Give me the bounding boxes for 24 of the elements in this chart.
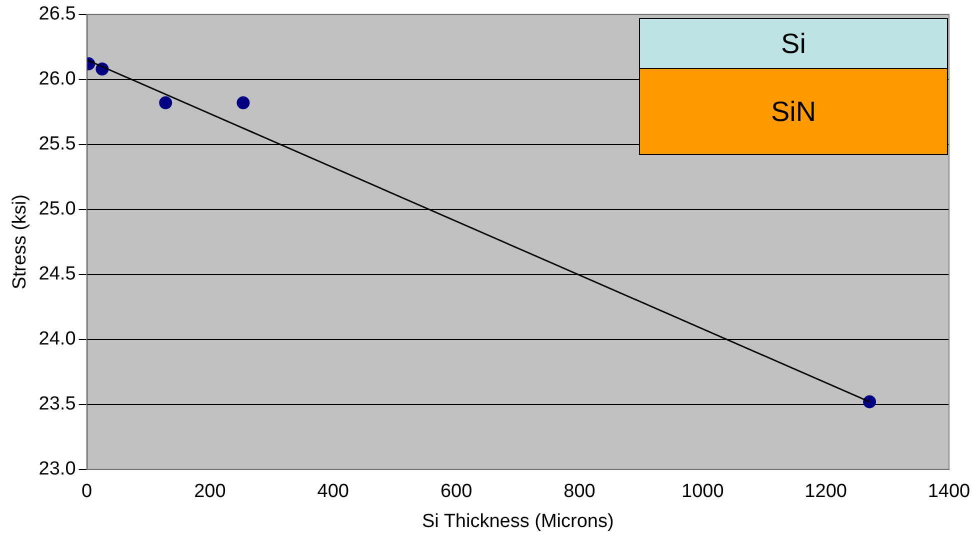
y-tick-label: 25.5 — [38, 134, 76, 155]
x-tick-label: 1000 — [682, 481, 724, 502]
x-tick-label: 1400 — [928, 481, 970, 502]
x-tick-label: 0 — [81, 481, 92, 502]
y-tick-label: 26.0 — [38, 68, 76, 90]
annotation: SiN — [640, 69, 947, 154]
x-tick-label: 200 — [194, 481, 226, 502]
annotation: Si — [640, 19, 947, 69]
y-tick-label: 23.0 — [38, 458, 76, 480]
y-axis-title: Stress (ksi) — [10, 194, 31, 290]
y-tick-label: 23.5 — [38, 394, 76, 415]
y-tick-label: 24.5 — [38, 264, 76, 285]
y-tick-label: 25.0 — [38, 198, 76, 220]
layer-stack-diagram: Si SiN — [639, 18, 948, 155]
x-tick-label: 1200 — [804, 481, 847, 502]
x-tick-label: 400 — [317, 481, 349, 502]
y-tick-label: 26.5 — [38, 4, 76, 25]
x-tick-label: 800 — [564, 481, 596, 502]
point — [236, 96, 250, 110]
point — [159, 96, 172, 110]
y-tick-label: 24.0 — [38, 328, 76, 350]
x-axis-title: Si Thickness (Microns) — [422, 510, 614, 532]
point — [863, 395, 876, 408]
x-tick-label: 600 — [440, 481, 472, 502]
